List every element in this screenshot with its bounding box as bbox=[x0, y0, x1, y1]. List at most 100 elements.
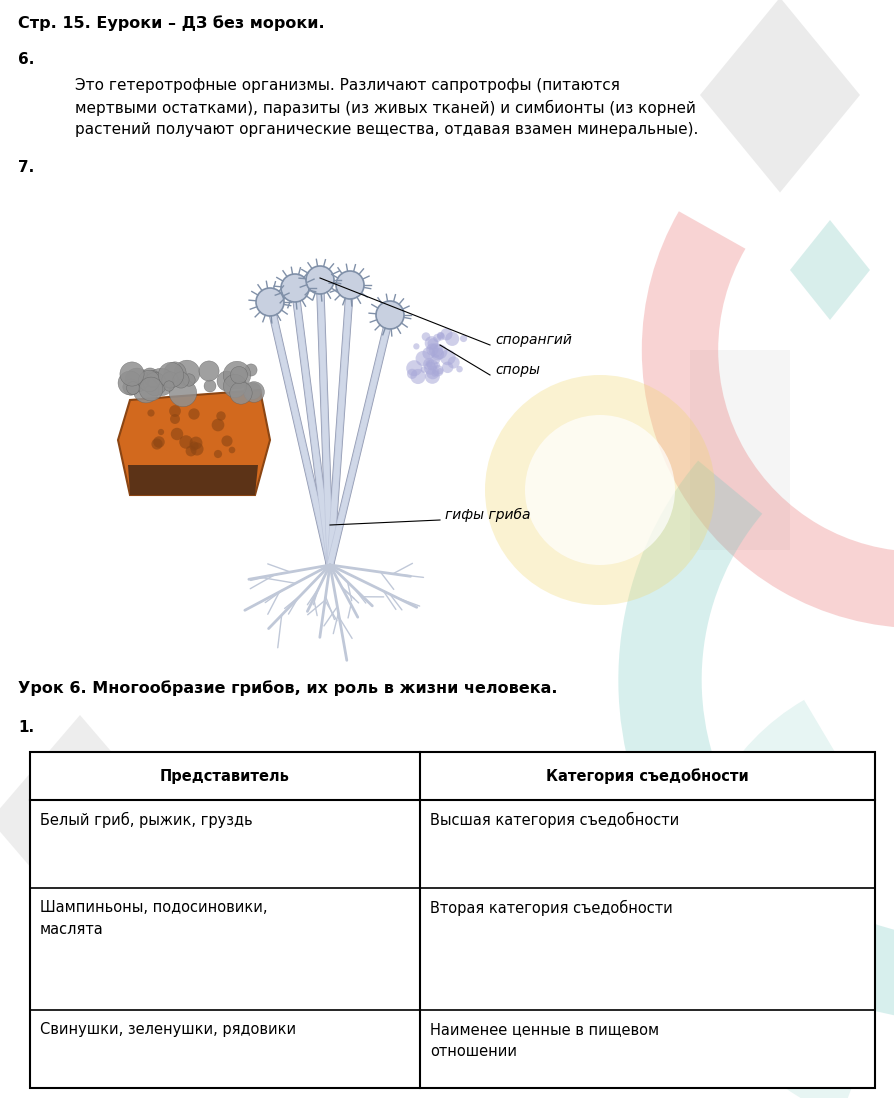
Circle shape bbox=[144, 372, 166, 395]
Text: Категория съедобности: Категория съедобности bbox=[546, 769, 749, 784]
Circle shape bbox=[229, 447, 235, 453]
Circle shape bbox=[222, 436, 232, 447]
Polygon shape bbox=[0, 715, 170, 925]
Circle shape bbox=[423, 358, 434, 370]
Text: гифы гриба: гифы гриба bbox=[445, 508, 530, 522]
Circle shape bbox=[434, 362, 440, 368]
Circle shape bbox=[118, 371, 142, 395]
Circle shape bbox=[426, 344, 439, 356]
Circle shape bbox=[437, 333, 445, 340]
Circle shape bbox=[148, 368, 174, 395]
Text: маслята: маслята bbox=[40, 922, 104, 937]
Circle shape bbox=[424, 362, 437, 374]
Text: Представитель: Представитель bbox=[160, 769, 290, 784]
Text: 7.: 7. bbox=[18, 160, 34, 175]
Circle shape bbox=[416, 350, 431, 366]
Circle shape bbox=[173, 372, 190, 388]
Circle shape bbox=[426, 360, 433, 367]
Polygon shape bbox=[790, 220, 870, 320]
Circle shape bbox=[190, 442, 204, 456]
Circle shape bbox=[182, 373, 195, 386]
Circle shape bbox=[230, 382, 252, 404]
Circle shape bbox=[245, 363, 257, 377]
Circle shape bbox=[423, 347, 435, 360]
Circle shape bbox=[148, 410, 155, 416]
Circle shape bbox=[120, 362, 144, 386]
Circle shape bbox=[306, 266, 334, 294]
Circle shape bbox=[214, 450, 222, 458]
Circle shape bbox=[256, 288, 284, 316]
Circle shape bbox=[432, 370, 438, 377]
Circle shape bbox=[139, 377, 163, 401]
Circle shape bbox=[485, 376, 715, 605]
Text: 1.: 1. bbox=[18, 720, 34, 735]
Circle shape bbox=[125, 368, 149, 392]
Circle shape bbox=[426, 366, 440, 379]
Polygon shape bbox=[690, 350, 790, 550]
Circle shape bbox=[431, 355, 441, 365]
Polygon shape bbox=[128, 464, 258, 495]
Circle shape bbox=[170, 414, 180, 424]
Circle shape bbox=[145, 371, 161, 388]
Text: Урок 6. Многообразие грибов, их роль в жизни человека.: Урок 6. Многообразие грибов, их роль в ж… bbox=[18, 680, 558, 696]
Circle shape bbox=[406, 360, 422, 377]
Circle shape bbox=[460, 335, 468, 343]
Circle shape bbox=[212, 418, 224, 432]
Circle shape bbox=[158, 429, 164, 435]
Circle shape bbox=[244, 382, 265, 402]
Circle shape bbox=[199, 361, 219, 381]
Text: отношении: отношении bbox=[430, 1044, 517, 1058]
Circle shape bbox=[407, 369, 417, 379]
Text: спорангий: спорангий bbox=[495, 333, 572, 347]
Circle shape bbox=[448, 357, 460, 369]
Circle shape bbox=[190, 441, 198, 450]
Circle shape bbox=[189, 408, 199, 419]
Polygon shape bbox=[700, 0, 860, 192]
Circle shape bbox=[164, 362, 186, 384]
Circle shape bbox=[204, 380, 216, 392]
Text: мертвыми остатками), паразиты (из живых тканей) и симбионты (из корней: мертвыми остатками), паразиты (из живых … bbox=[75, 100, 696, 116]
Circle shape bbox=[162, 372, 178, 389]
Polygon shape bbox=[118, 390, 270, 495]
Circle shape bbox=[174, 360, 200, 385]
Circle shape bbox=[179, 435, 193, 449]
Text: Шампиньоны, подосиновики,: Шампиньоны, подосиновики, bbox=[40, 900, 267, 915]
Circle shape bbox=[133, 377, 159, 403]
Circle shape bbox=[445, 332, 460, 346]
Circle shape bbox=[190, 437, 202, 449]
Circle shape bbox=[440, 349, 456, 366]
Text: Это гетеротрофные организмы. Различают сапротрофы (питаются: Это гетеротрофные организмы. Различают с… bbox=[75, 78, 620, 93]
Circle shape bbox=[141, 368, 159, 386]
Circle shape bbox=[442, 361, 453, 373]
Text: Свинушки, зеленушки, рядовики: Свинушки, зеленушки, рядовики bbox=[40, 1022, 296, 1037]
Circle shape bbox=[336, 271, 364, 299]
Text: Наименее ценные в пищевом: Наименее ценные в пищевом bbox=[430, 1022, 659, 1037]
Circle shape bbox=[437, 368, 443, 374]
Circle shape bbox=[224, 374, 247, 397]
Text: споры: споры bbox=[495, 363, 540, 377]
Bar bbox=[30, 752, 875, 1088]
Text: растений получают органические вещества, отдавая взамен минеральные).: растений получают органические вещества,… bbox=[75, 122, 698, 137]
Text: 6.: 6. bbox=[18, 52, 34, 67]
Circle shape bbox=[426, 359, 438, 370]
Circle shape bbox=[420, 367, 427, 373]
Circle shape bbox=[164, 381, 174, 391]
Circle shape bbox=[139, 370, 160, 392]
Circle shape bbox=[456, 366, 463, 372]
Circle shape bbox=[433, 365, 443, 377]
Circle shape bbox=[122, 379, 139, 395]
Text: Белый гриб, рыжик, груздь: Белый гриб, рыжик, груздь bbox=[40, 813, 253, 828]
Circle shape bbox=[169, 379, 197, 406]
Circle shape bbox=[433, 345, 447, 359]
Circle shape bbox=[525, 415, 675, 565]
Circle shape bbox=[245, 383, 261, 400]
Circle shape bbox=[425, 369, 440, 384]
Circle shape bbox=[217, 371, 237, 391]
Circle shape bbox=[216, 412, 225, 421]
Circle shape bbox=[422, 333, 430, 341]
Text: Вторая категория съедобности: Вторая категория съедобности bbox=[430, 900, 673, 916]
Circle shape bbox=[224, 361, 250, 389]
Circle shape bbox=[127, 381, 139, 394]
Circle shape bbox=[151, 438, 163, 449]
Circle shape bbox=[169, 405, 181, 417]
